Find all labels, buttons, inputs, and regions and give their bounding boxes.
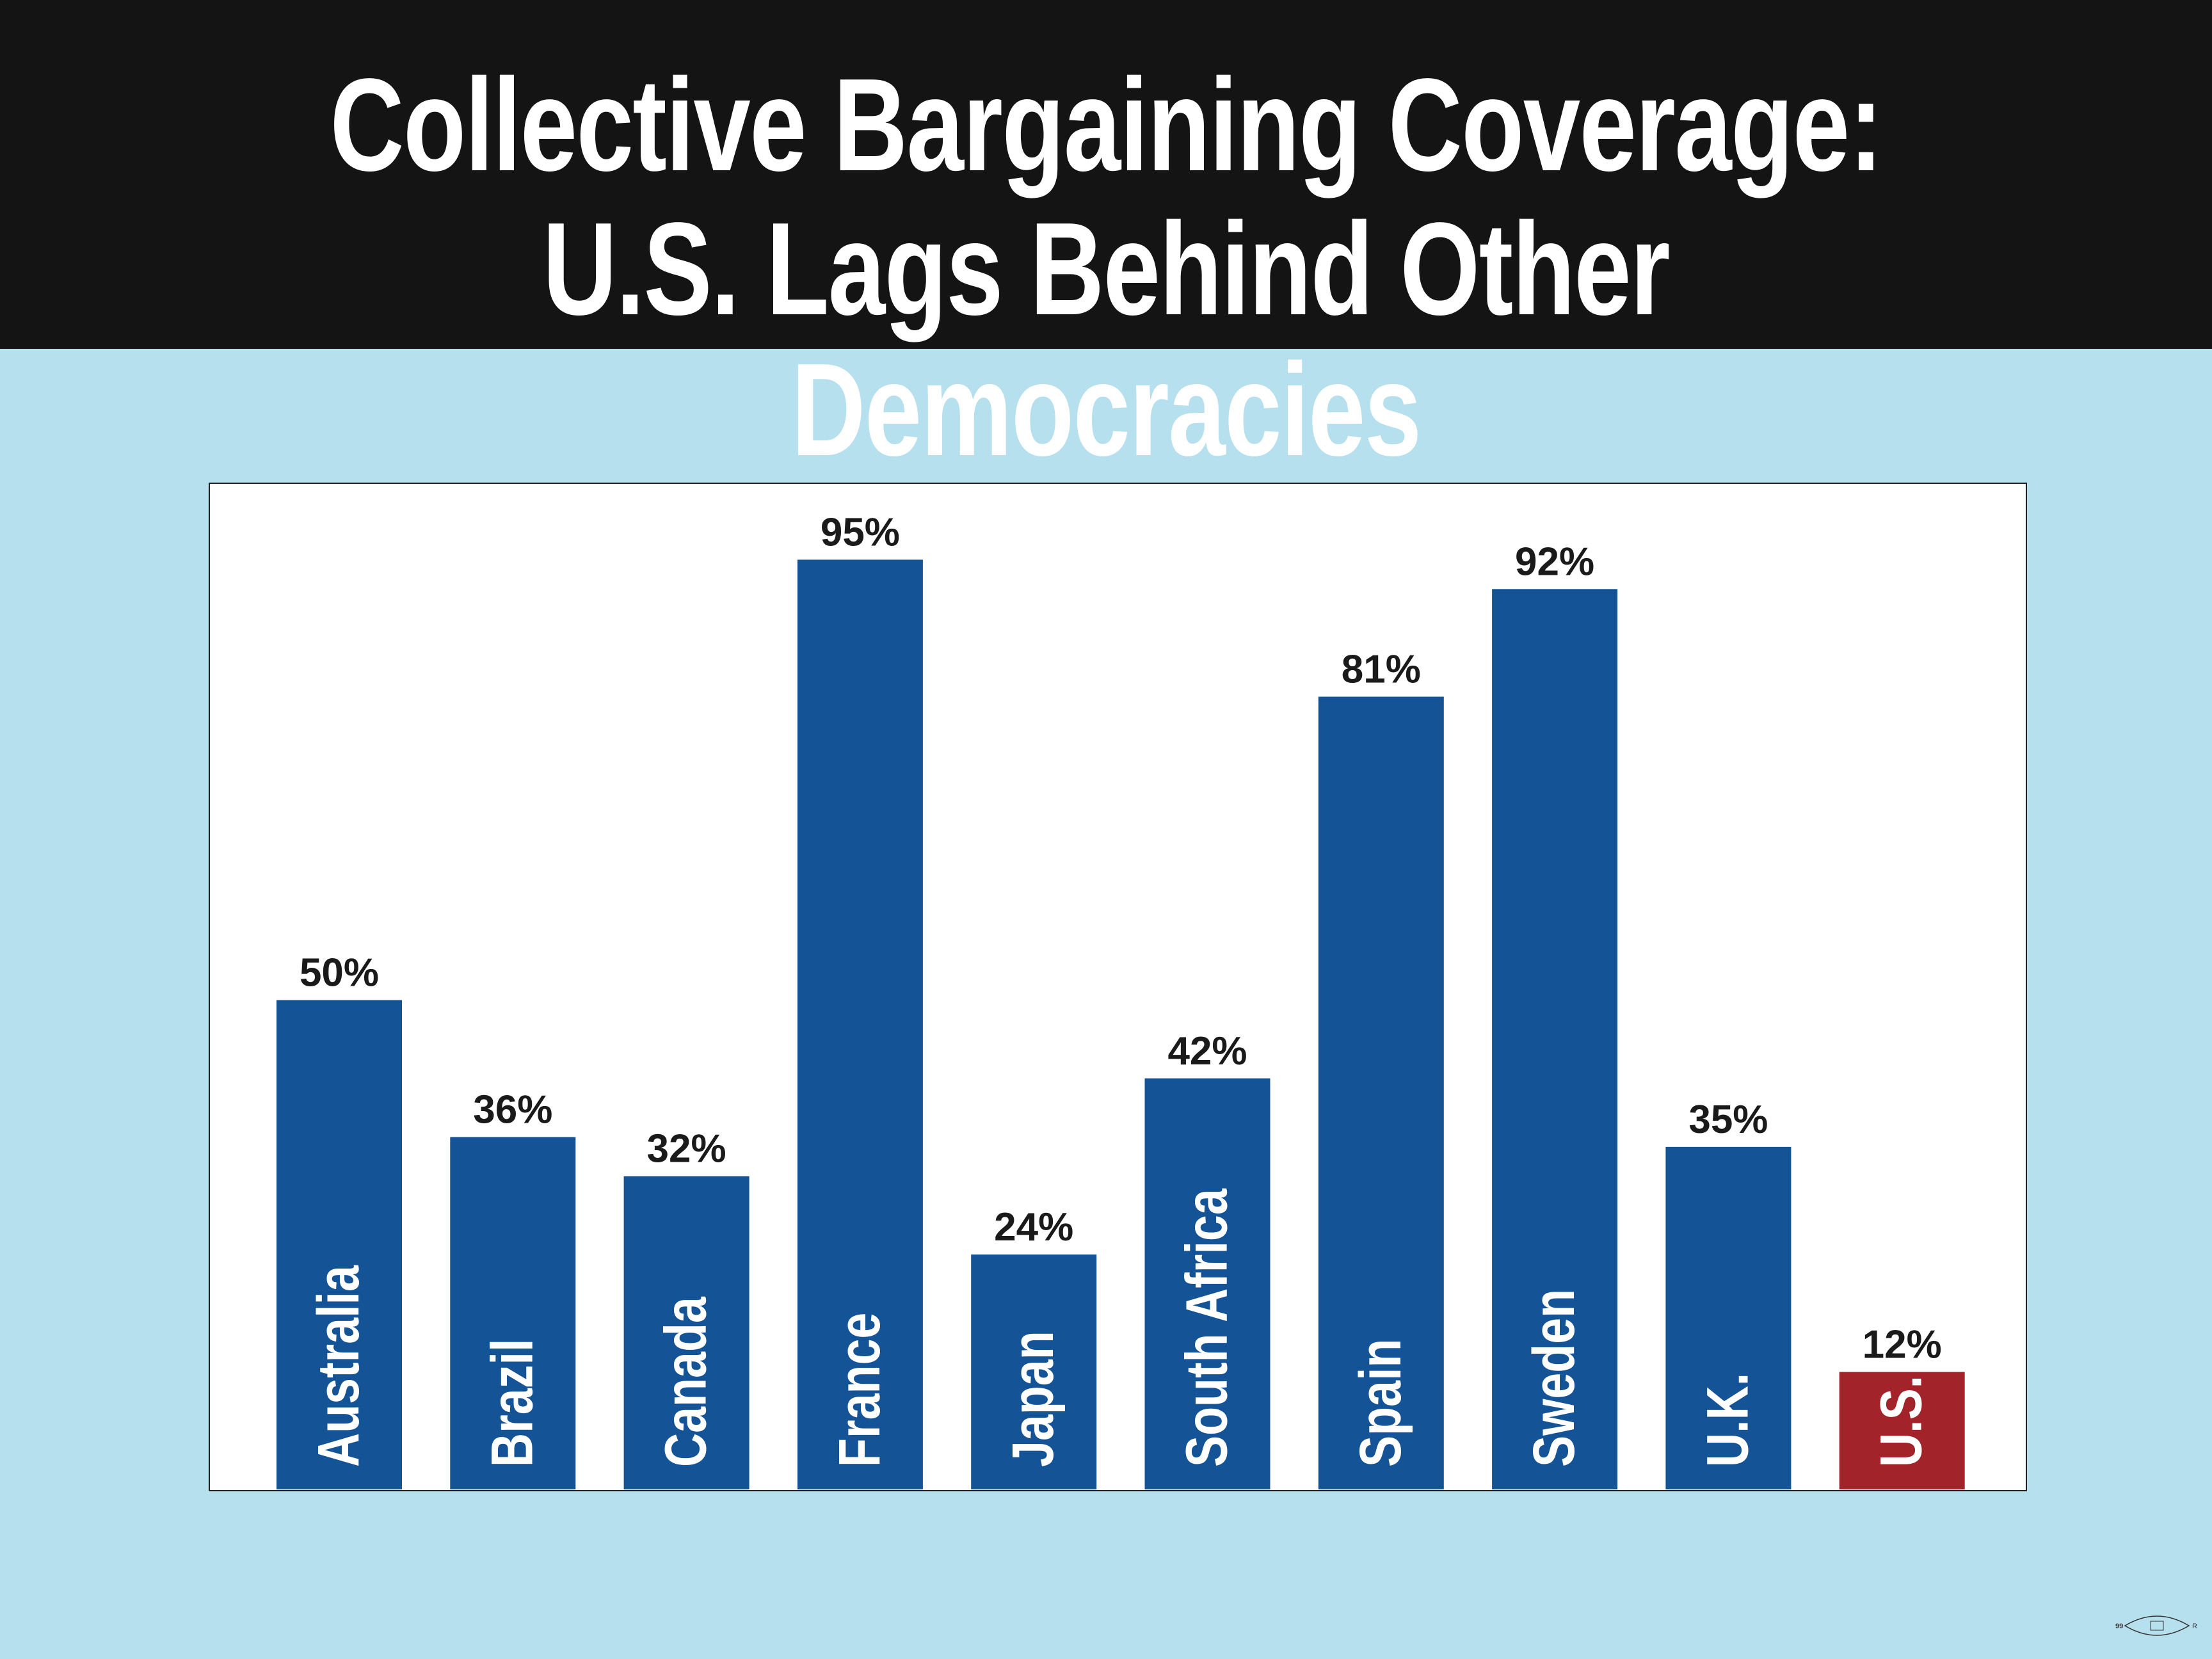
bar-south-africa	[1144, 1078, 1270, 1489]
bar-u-k-	[1665, 1146, 1791, 1489]
title-line-1: Collective Bargaining Coverage:	[330, 51, 1883, 198]
category-label: France	[826, 1313, 892, 1467]
data-label: 35%	[1688, 1098, 1768, 1142]
bar-australia	[276, 1000, 402, 1489]
data-label: 81%	[1342, 648, 1421, 692]
category-label: South Africa	[1174, 1189, 1240, 1467]
category-label: U.K.	[1695, 1373, 1761, 1467]
category-label: Japan	[1000, 1331, 1066, 1467]
bar-u-s-	[1839, 1372, 1965, 1489]
bar-spain	[1318, 696, 1444, 1489]
bar-brazil	[450, 1137, 576, 1489]
svg-text:99: 99	[2115, 1623, 2123, 1630]
data-label: 12%	[1863, 1323, 1942, 1367]
category-label: Canada	[653, 1297, 719, 1467]
data-label: 36%	[473, 1088, 552, 1132]
category-label: Spain	[1347, 1339, 1413, 1467]
header: Collective Bargaining Coverage: U.S. Lag…	[0, 0, 2212, 480]
union-label-logo: 99 R	[2115, 1615, 2197, 1636]
bar-sweden	[1492, 589, 1618, 1489]
data-label: 42%	[1167, 1029, 1247, 1073]
category-label: U.S.	[1868, 1375, 1934, 1467]
data-label: 92%	[1515, 540, 1594, 584]
data-label: 32%	[647, 1127, 726, 1171]
svg-text:R: R	[2192, 1623, 2197, 1630]
title-line-2: U.S. Lags Behind Other Democracies	[542, 195, 1671, 483]
category-label: Sweden	[1521, 1289, 1587, 1467]
bar-japan	[971, 1254, 1097, 1489]
data-label: 50%	[300, 951, 379, 995]
category-label: Brazil	[479, 1339, 545, 1467]
bar-france	[797, 559, 923, 1490]
bar-canada	[623, 1176, 749, 1489]
data-label: 95%	[821, 510, 900, 554]
category-label: Australia	[305, 1265, 371, 1467]
data-label: 24%	[994, 1205, 1073, 1249]
